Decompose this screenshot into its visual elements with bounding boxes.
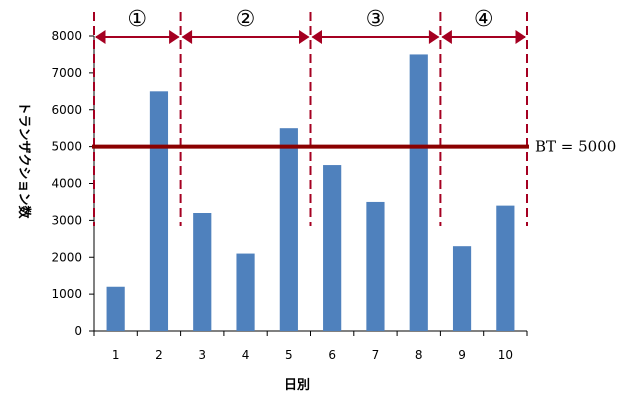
x-tick-label: 8 bbox=[415, 348, 423, 362]
bar bbox=[452, 246, 472, 331]
x-tick-label: 6 bbox=[328, 348, 336, 362]
bar bbox=[496, 205, 515, 331]
y-tick-label: 5000 bbox=[51, 140, 82, 154]
x-tick-label: 5 bbox=[285, 348, 293, 362]
segment-arrow-head-left bbox=[181, 30, 193, 44]
segment-arrow-head-right bbox=[299, 30, 310, 44]
y-tick-label: 7000 bbox=[51, 66, 82, 80]
segment-arrow-head-left bbox=[441, 30, 452, 44]
segment-arrow-head-left bbox=[95, 30, 106, 44]
y-tick-label: 1000 bbox=[51, 287, 82, 301]
bar bbox=[366, 201, 385, 331]
bar bbox=[323, 165, 342, 331]
x-tick-label: 3 bbox=[198, 348, 206, 362]
y-axis-title: トランザクション数 bbox=[16, 101, 32, 219]
y-tick-label: 2000 bbox=[51, 250, 82, 264]
x-axis-title: 日別 bbox=[284, 378, 310, 393]
segment-arrow-head-right bbox=[515, 30, 526, 44]
x-tick-label: 10 bbox=[498, 348, 513, 362]
x-tick-label: 2 bbox=[155, 348, 163, 362]
y-tick-label: 4000 bbox=[51, 177, 82, 191]
bar bbox=[409, 54, 428, 331]
axes: 0 1000 2000 3000 4000 5000 6000 7000 8000 1 2 3 4 5 6 7… bbox=[51, 29, 528, 362]
threshold: BT = 5000 bbox=[92, 138, 616, 156]
threshold-label: BT = 5000 bbox=[535, 138, 616, 156]
x-tick-label: 7 bbox=[372, 348, 380, 362]
segment-label: ① bbox=[127, 7, 147, 32]
bars bbox=[106, 54, 515, 331]
bar bbox=[279, 128, 298, 331]
segment-arrow-head-right bbox=[428, 30, 440, 44]
bar bbox=[193, 213, 212, 331]
y-tick-label: 3000 bbox=[51, 213, 82, 227]
x-tick-label: 1 bbox=[112, 348, 120, 362]
x-tick-label: 9 bbox=[458, 348, 466, 362]
y-tick-label: 8000 bbox=[51, 29, 82, 43]
segment-arrow-head-left bbox=[311, 30, 322, 44]
bar bbox=[149, 91, 169, 331]
y-tick-label: 6000 bbox=[51, 103, 82, 117]
segment-arrow-head-right bbox=[169, 30, 180, 44]
bar bbox=[236, 253, 255, 331]
segment-label: ③ bbox=[366, 7, 386, 32]
bar bbox=[106, 286, 125, 331]
segment-markers: ① ② ③ ④ bbox=[93, 7, 528, 226]
segment-label: ② bbox=[236, 7, 256, 32]
x-tick-label: 4 bbox=[242, 348, 250, 362]
y-tick-label: 0 bbox=[74, 324, 82, 338]
segment-label: ④ bbox=[474, 7, 494, 32]
